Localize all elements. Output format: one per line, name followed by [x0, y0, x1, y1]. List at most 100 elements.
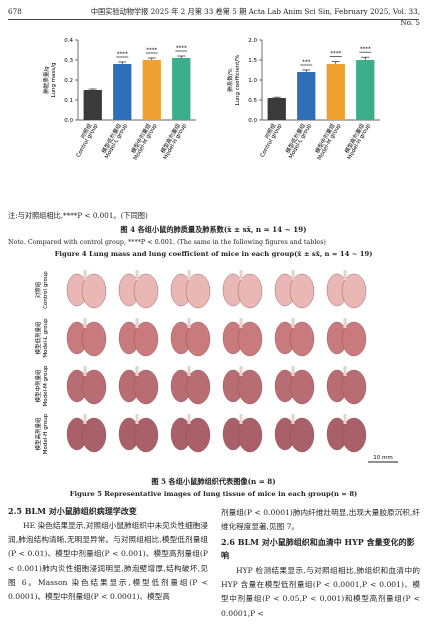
- section-heading: 2.5 BLM 对小鼠肺组织病理学改变: [8, 506, 137, 516]
- y-tick-label: 0.2: [64, 78, 73, 84]
- significance-label: ****: [117, 52, 128, 58]
- y-axis-label: Lung mass/g: [51, 63, 57, 98]
- lung-lobe: [81, 369, 107, 405]
- lung-lobe: [237, 369, 263, 405]
- significance-label: ***: [302, 60, 311, 66]
- y-tick-label: 1.0: [248, 78, 257, 84]
- lung-lobe: [237, 273, 263, 309]
- significance-label: ****: [360, 47, 371, 53]
- bar: [83, 90, 102, 120]
- trachea: [135, 414, 139, 424]
- bar: [326, 64, 345, 120]
- trachea: [343, 414, 347, 424]
- row-label: 模型高剂量组: [34, 417, 42, 451]
- trachea: [343, 366, 347, 376]
- lung-lobe: [133, 417, 159, 453]
- running-header: 中国实验动物学报 2025 年 2 月第 33 卷第 5 期 Acta Lab …: [90, 7, 420, 27]
- bar: [113, 64, 132, 120]
- row-label: Control group: [43, 271, 49, 309]
- trachea: [239, 270, 243, 280]
- row-label: Model-M group: [43, 365, 49, 406]
- trachea: [187, 366, 191, 376]
- lung-lobe: [133, 273, 159, 309]
- trachea: [239, 366, 243, 376]
- bar: [267, 98, 286, 120]
- lung-lobe: [289, 321, 315, 357]
- row-label: 模型低剂量组: [34, 321, 42, 355]
- paragraph: HE 染色结果显示,对照组小鼠肺组织中未见炎性细胞浸润,肺泡结构清晰,无明显异常…: [8, 521, 208, 602]
- lung-lobe: [185, 273, 211, 309]
- bar: [356, 60, 375, 120]
- y-axis-label: Lung coefficient/%: [235, 55, 241, 106]
- lung-lobe: [341, 417, 367, 453]
- trachea: [187, 270, 191, 280]
- scale-label: 10 mm: [373, 455, 392, 461]
- trachea: [239, 414, 243, 424]
- y-tick-label: 1.5: [248, 58, 257, 64]
- trachea: [291, 270, 295, 280]
- trachea: [187, 414, 191, 424]
- header-rule: [8, 19, 419, 20]
- trachea: [135, 318, 139, 328]
- section-heading: 2.6 BLM 对小鼠肺组织和血清中 HYP 含量变化的影响: [221, 537, 415, 560]
- y-tick-label: 0.4: [64, 38, 73, 44]
- lung-lobe: [237, 321, 263, 357]
- y-tick-label: 0.3: [64, 58, 73, 64]
- trachea: [83, 270, 87, 280]
- y-tick-label: 0.0: [64, 118, 73, 124]
- lung-lobe: [341, 273, 367, 309]
- lung-lobe: [341, 321, 367, 357]
- lung-lobe: [289, 369, 315, 405]
- trachea: [239, 318, 243, 328]
- significance-label: ****: [176, 46, 187, 52]
- paragraph: 剂量组(P < 0.0001)肺内纤维灶明显,出现大量胶原沉积,纤维化程度显著,…: [221, 508, 420, 532]
- lung-lobe: [81, 273, 107, 309]
- trachea: [291, 366, 295, 376]
- y-tick-label: 0.1: [64, 98, 73, 104]
- trachea: [187, 318, 191, 328]
- trachea: [291, 318, 295, 328]
- row-label: 模型中剂量组: [34, 369, 42, 403]
- trachea: [83, 366, 87, 376]
- y-axis-label: 肺脏质量/g: [42, 66, 50, 93]
- lung-lobe: [185, 369, 211, 405]
- lung-lobe: [81, 321, 107, 357]
- row-label: Model-L group: [43, 318, 49, 358]
- significance-label: ****: [330, 51, 341, 57]
- paragraph: HYP 检测结果显示,与对照组相比,肺组织和血清中的 HYP 含量在模型低剂量组…: [221, 566, 420, 618]
- figure-caption: 图 5 各组小鼠肺组织代表图像(n = 8): [151, 477, 276, 486]
- figure-caption: Figure 5 Representative images of lung t…: [69, 490, 358, 498]
- significance-label: ****: [146, 48, 157, 54]
- lung-lobe: [185, 321, 211, 357]
- trachea: [343, 318, 347, 328]
- trachea: [135, 366, 139, 376]
- lung-lobe: [81, 417, 107, 453]
- lung-lobe: [133, 321, 159, 357]
- bar: [172, 58, 191, 120]
- y-tick-label: 2.0: [248, 38, 257, 44]
- y-tick-label: 0.0: [248, 118, 257, 124]
- lung-lobe: [289, 417, 315, 453]
- lung-lobe: [185, 417, 211, 453]
- row-label: Model-H group: [43, 413, 49, 454]
- lung-lobe: [133, 369, 159, 405]
- lung-lobe: [237, 417, 263, 453]
- trachea: [291, 414, 295, 424]
- trachea: [83, 414, 87, 424]
- bar: [297, 72, 316, 120]
- y-tick-label: 0.5: [248, 98, 257, 104]
- figure-note: Note. Compared with control group, ****P…: [8, 238, 326, 246]
- figure-caption: 图 4 各组小鼠的肺质量及肺系数(x̄ ± sx̄, n = 14 ~ 19): [120, 225, 307, 234]
- trachea: [343, 270, 347, 280]
- trachea: [83, 318, 87, 328]
- lung-lobe: [341, 369, 367, 405]
- lung-lobe: [289, 273, 315, 309]
- figure-caption: Figure 4 Lung mass and lung coefficient …: [54, 250, 373, 258]
- page-number: 678: [8, 7, 22, 16]
- trachea: [135, 270, 139, 280]
- figure-note: 注:与对照组相比,****P < 0.001。(下同图): [8, 211, 148, 220]
- row-label: 对照组: [34, 281, 42, 298]
- bar: [142, 60, 161, 120]
- y-axis-label: 肺系数/%: [226, 68, 234, 92]
